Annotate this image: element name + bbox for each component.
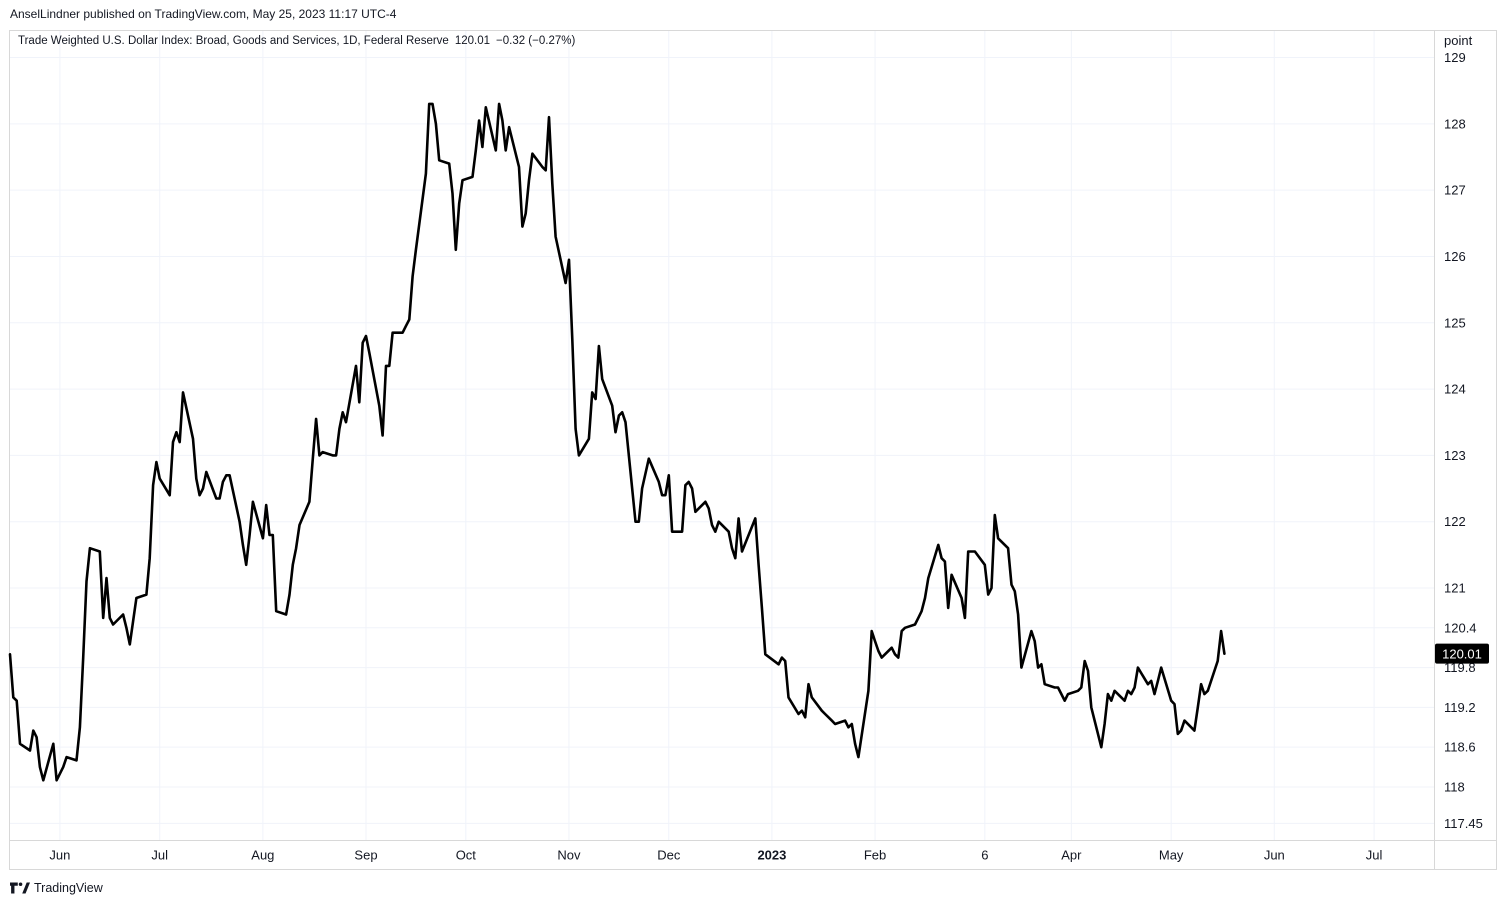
x-tick-label: Oct xyxy=(456,848,477,863)
series-change: −0.32 (−0.27%) xyxy=(496,35,576,47)
y-tick-label: 125 xyxy=(1444,315,1466,330)
price-axis: 129 128 127 126 125 124 123 122 121 120.4 119.8 119… xyxy=(1444,50,1483,831)
y-tick-label: 124 xyxy=(1444,382,1466,397)
x-tick-label: May xyxy=(1159,848,1184,863)
x-tick-label: Dec xyxy=(657,848,681,863)
x-tick-label: Jun xyxy=(1264,848,1285,863)
x-tick-label: 6 xyxy=(981,848,988,863)
x-tick-label: Sep xyxy=(354,848,377,863)
y-tick-label: 128 xyxy=(1444,116,1466,131)
x-tick-label: Apr xyxy=(1061,848,1082,863)
series-title: Trade Weighted U.S. Dollar Index: Broad,… xyxy=(18,35,449,47)
y-tick-label: 123 xyxy=(1444,448,1466,463)
x-tick-label: Aug xyxy=(251,848,274,863)
x-tick-label: 2023 xyxy=(757,848,786,863)
y-tick-label: 127 xyxy=(1444,183,1466,198)
y-tick-label: 118 xyxy=(1444,779,1465,794)
last-price-badge-bg xyxy=(1435,643,1489,664)
y-tick-label: 118.6 xyxy=(1444,740,1476,755)
series-line xyxy=(8,102,1226,782)
price-unit-label[interactable]: point xyxy=(1444,33,1473,48)
y-tick-label: 121 xyxy=(1444,581,1466,596)
last-price-badge-label: 120.01 xyxy=(1442,647,1482,662)
x-tick-label: Feb xyxy=(864,848,886,863)
chart-frame xyxy=(9,30,1497,870)
y-tick-label: 119.8 xyxy=(1444,660,1476,675)
x-tick-label: Nov xyxy=(557,848,581,863)
footer-brand-label: TradingView xyxy=(34,881,103,895)
series-last-value: 120.01 xyxy=(454,35,491,47)
y-tick-label: 119.2 xyxy=(1444,700,1476,715)
series-legend[interactable]: Trade Weighted U.S. Dollar Index: Broad,… xyxy=(18,35,575,47)
grid-lines xyxy=(10,31,1434,840)
y-tick-label: 120.4 xyxy=(1444,620,1477,635)
x-tick-label: Jul xyxy=(1366,848,1383,863)
y-tick-label: 129 xyxy=(1444,50,1466,65)
last-price-badge: 120.01 xyxy=(1435,643,1489,664)
footer-brand[interactable]: TradingView xyxy=(10,881,103,895)
y-tick-label: 117.45 xyxy=(1444,816,1483,831)
tradingview-logo-icon xyxy=(10,882,30,894)
publisher-line: AnselLindner published on TradingView.co… xyxy=(10,7,397,21)
y-tick-label: 126 xyxy=(1444,249,1466,264)
time-axis: Jun Jul Aug Sep Oct Nov Dec 2023 Feb 6 Apr May Jun Ju… xyxy=(49,848,1382,863)
y-tick-label: 122 xyxy=(1444,514,1466,529)
x-tick-label: Jul xyxy=(151,848,168,863)
x-tick-label: Jun xyxy=(49,848,70,863)
